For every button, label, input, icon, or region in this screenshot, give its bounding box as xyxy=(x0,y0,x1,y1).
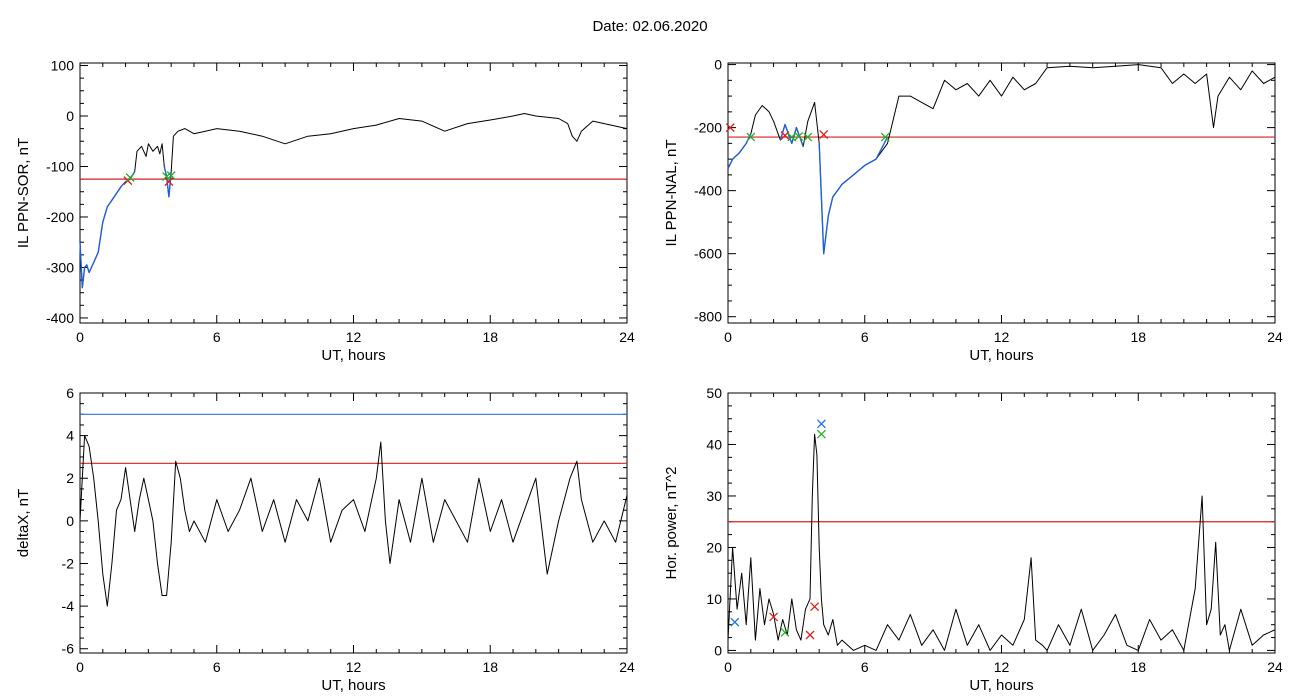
x-marker xyxy=(819,130,829,139)
chart-panel-deltax: 0 6 12 18 24 6 4 2 0 -2 -4 -6 UT, hours deltaX, nT xyxy=(15,385,635,694)
x-tick-label: 24 xyxy=(1267,659,1283,675)
y-tick-label: -300 xyxy=(46,259,74,275)
y-tick-label: -4 xyxy=(62,598,75,614)
y-tick-label: -600 xyxy=(694,246,722,262)
x-marker xyxy=(880,132,890,142)
x-axis-label: UT, hours xyxy=(321,677,385,694)
y-tick-label: -100 xyxy=(46,158,74,174)
y-tick-label: 0 xyxy=(66,513,74,529)
series-line xyxy=(79,435,628,607)
y-tick-label: 50 xyxy=(706,385,722,401)
x-axis-label: UT, hours xyxy=(321,347,385,364)
x-tick-label: 24 xyxy=(619,329,635,345)
x-tick-label: 6 xyxy=(213,329,221,345)
y-tick-label: -400 xyxy=(694,183,722,199)
y-tick-label: -6 xyxy=(62,641,75,657)
y-axis-label: Hor. power, nT^2 xyxy=(663,467,680,580)
highlight-segment xyxy=(818,136,889,255)
x-tick-label: 0 xyxy=(76,659,84,675)
x-tick-label: 6 xyxy=(213,659,221,675)
plot-frame xyxy=(79,62,628,324)
y-tick-label: 4 xyxy=(66,428,74,444)
x-tick-label: 12 xyxy=(346,329,362,345)
y-tick-label: -400 xyxy=(46,310,74,326)
x-marker xyxy=(780,131,790,140)
y-tick-label: -800 xyxy=(694,309,722,325)
plot-frame xyxy=(727,62,1276,324)
x-marker xyxy=(794,131,804,141)
x-tick-label: 18 xyxy=(1130,659,1146,675)
x-marker xyxy=(769,612,779,622)
x-marker xyxy=(164,177,174,187)
highlight-segment xyxy=(779,123,804,147)
y-tick-label: 2 xyxy=(66,470,74,486)
x-tick-label: 0 xyxy=(76,329,84,345)
y-axis-label: deltaX, nT xyxy=(15,489,32,557)
x-marker xyxy=(810,602,820,612)
x-tick-label: 18 xyxy=(482,329,498,345)
highlight-segment xyxy=(79,171,136,289)
x-axis-label: UT, hours xyxy=(969,677,1033,694)
x-marker xyxy=(730,617,740,627)
x-tick-label: 18 xyxy=(1130,329,1146,345)
series-line xyxy=(79,113,628,289)
x-marker xyxy=(125,173,135,183)
highlight-segment xyxy=(163,166,172,198)
x-tick-label: 6 xyxy=(861,329,869,345)
x-marker xyxy=(746,132,756,142)
y-axis-label: IL PPN-NAL, nT xyxy=(663,140,680,247)
chart-panel-nal: 0 6 12 18 24 0 -200 -400 -600 -800 UT, hours IL PPN… xyxy=(663,57,1283,364)
y-tick-label: 10 xyxy=(706,591,722,607)
x-tick-label: 12 xyxy=(994,329,1010,345)
y-tick-label: 40 xyxy=(706,436,722,452)
plot-frame xyxy=(79,392,628,654)
x-marker xyxy=(816,419,826,429)
series-line xyxy=(727,433,1276,651)
y-tick-label: 30 xyxy=(706,488,722,504)
y-tick-label: 0 xyxy=(714,642,722,658)
x-marker xyxy=(803,132,813,142)
x-tick-label: 6 xyxy=(861,659,869,675)
x-axis-label: UT, hours xyxy=(969,347,1033,364)
y-tick-label: -200 xyxy=(46,209,74,225)
x-tick-label: 24 xyxy=(1267,329,1283,345)
y-tick-label: 6 xyxy=(66,385,74,401)
figure-title: Date: 02.06.2020 xyxy=(592,18,708,35)
chart-panel-sor: 0 6 12 18 24 100 0 -100 -200 -300 -400 UT, hours IL … xyxy=(15,58,635,364)
y-tick-label: 100 xyxy=(51,58,75,74)
x-marker xyxy=(166,171,176,181)
x-tick-label: 12 xyxy=(994,659,1010,675)
y-tick-label: -200 xyxy=(694,120,722,136)
x-marker xyxy=(816,429,826,439)
plot-frame xyxy=(727,392,1276,654)
x-tick-label: 18 xyxy=(482,659,498,675)
x-tick-label: 0 xyxy=(724,329,732,345)
x-tick-label: 24 xyxy=(619,659,635,675)
y-tick-label: 0 xyxy=(714,57,722,73)
highlight-segment xyxy=(727,133,752,169)
chart-panel-power: 0 6 12 18 24 50 40 30 20 10 0 UT, hours Hor. power, … xyxy=(663,385,1283,694)
y-tick-label: -2 xyxy=(62,555,75,571)
series-line xyxy=(727,64,1276,255)
y-tick-label: 20 xyxy=(706,539,722,555)
y-tick-label: 0 xyxy=(66,108,74,124)
x-tick-label: 12 xyxy=(346,659,362,675)
x-marker xyxy=(780,627,790,637)
x-tick-label: 0 xyxy=(724,659,732,675)
y-axis-label: IL PPN-SOR, nT xyxy=(15,138,32,248)
x-marker xyxy=(805,630,815,640)
x-marker xyxy=(725,123,735,133)
